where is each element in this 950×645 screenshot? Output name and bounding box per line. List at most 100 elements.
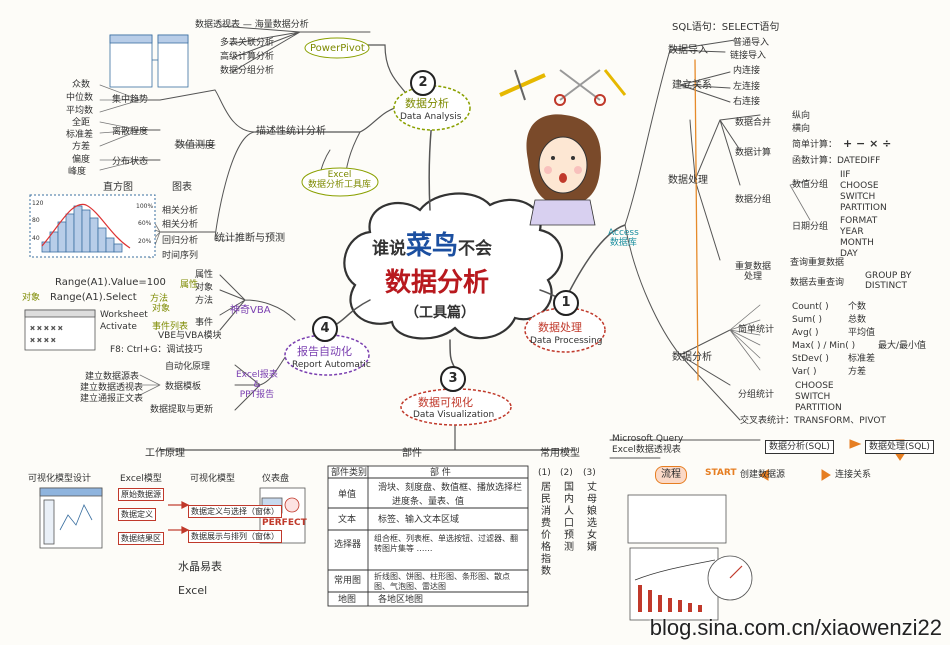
measure-item-2: 分布状态 [112, 157, 149, 167]
code-line-2-tag: 方法 [150, 294, 169, 304]
table-row-3-a: 选择器 [334, 540, 362, 550]
vis-excel: Excel [178, 584, 208, 597]
section-1-number: 1 [553, 290, 579, 316]
group-stat-2: PARTITION [795, 403, 842, 413]
powerpivot-label: PowerPivot [310, 43, 365, 54]
vis-crystal: 水晶易表 [178, 560, 222, 573]
flow-c: 创建数据源 [740, 470, 786, 480]
pp-item-3: 数据分组分析 [220, 66, 275, 76]
group-num-1: CHOOSE [840, 181, 879, 191]
pivot-sketch [109, 34, 189, 88]
spread-2: 方差 [72, 142, 91, 152]
vis-arrow-0: 数据定义与选择（窗体） [188, 505, 282, 518]
infer-item-0: 相关分析 [162, 206, 199, 216]
model-0-text: 居民消费价格指数 [541, 482, 551, 577]
tools-illustration [499, 69, 627, 106]
describe-label: 描述性统计分析 [256, 126, 326, 137]
import-item-0: 普通导入 [733, 38, 770, 48]
auto-sub-1: 建立数据透视表 [80, 383, 144, 393]
activate-label: Activate [100, 322, 137, 332]
func-4-b: 标准差 [848, 354, 876, 364]
process-label: 数据处理 [668, 175, 708, 186]
spread-1: 标准差 [66, 130, 94, 140]
section-3-number: 3 [440, 366, 466, 392]
hist-label: 直方图 [103, 182, 133, 193]
pp-item-1: 多表关联分析 [220, 38, 275, 48]
table-row-5-a: 地图 [338, 595, 357, 605]
vis-perfect: PERFECT [262, 518, 307, 528]
center-title-line1: 谁说菜鸟不会 [372, 233, 493, 259]
table-row-5-b: 各地区地图 [378, 595, 424, 605]
func-1-a: Sum( ) [792, 315, 823, 325]
func-4-a: StDev( ) [792, 354, 829, 364]
vba-label: 神奇VBA [230, 305, 271, 316]
group-stat-0: CHOOSE [795, 381, 834, 391]
model-1-num: (2) [560, 468, 573, 478]
vis-step-1: 数据定义 [118, 508, 156, 521]
table-row-1-b: 进度条、量表、值 [392, 497, 465, 507]
vis-principle: 工作原理 [145, 448, 185, 459]
merge-item-0: 纵向 [792, 111, 811, 121]
vis-p-item-3: 仪表盘 [262, 474, 290, 484]
section-2-en: Data Analysis [400, 112, 462, 122]
sql-label: SQL语句：SELECT语句 [672, 22, 780, 33]
auto-item-1: 数据模板 [165, 382, 202, 392]
vis-step-0: 原始数据源 [118, 488, 164, 501]
table-header-1: 部 件 [430, 468, 451, 478]
shape-1: 峰度 [68, 167, 87, 177]
func-0-a: Count( ) [792, 302, 829, 312]
auto-item-2: 数据提取与更新 [150, 405, 214, 415]
worksheet-label: Worksheet [100, 310, 148, 320]
flow-a: 数据分析(SQL) [765, 440, 834, 454]
table-row-0-a: 单值 [338, 490, 357, 500]
components-table [327, 465, 529, 607]
excel-tool-bubble [301, 167, 379, 197]
calc-simple: 简单计算： [792, 140, 838, 150]
relate-item-0: 内连接 [733, 66, 761, 76]
vis-step-2: 数据结果区 [118, 532, 164, 545]
center-title-c: 不会 [458, 239, 493, 259]
group-date: 日期分组 [792, 222, 829, 232]
dup-item-1: 数据去重查询 [790, 278, 845, 288]
center-title-b: 菜鸟 [406, 231, 459, 261]
section-2-number: 2 [410, 70, 436, 96]
relate-label: 建立关系 [672, 80, 712, 91]
group-stat-1: SWITCH [795, 392, 831, 402]
pp-item-2: 高级计算分析 [220, 52, 275, 62]
section-4-number: 4 [312, 316, 338, 342]
model-2-text: 丈母娘选女婿 [587, 482, 597, 553]
chart-label: 图表 [172, 182, 192, 193]
section-2-bubble [393, 85, 471, 131]
center-title-line3: （工具篇） [405, 305, 475, 321]
center-cloud [343, 192, 563, 340]
group-num-3: PARTITION [840, 203, 887, 213]
import-label: 数据导入 [668, 45, 708, 56]
svg-text:60%: 60% [138, 220, 152, 227]
section-1-en: Data Processing [530, 336, 603, 346]
group-date-1: YEAR [840, 227, 864, 237]
svg-text:120: 120 [32, 200, 44, 207]
section-2-cn: 数据分析 [405, 97, 449, 110]
section-3-en: Data Visualization [413, 410, 495, 420]
dup-sub: GROUP BY DISTINCT [865, 271, 912, 291]
func-2-b: 平均值 [848, 328, 876, 338]
table-row-3-b: 组合框、列表框、单选按钮、过滤器、翻转图片集等 …… [374, 534, 518, 553]
table-row-0-b: 滑块、刻度盘、数值框、播放选择栏 [378, 483, 523, 493]
f8-tip: F8: Ctrl+G：调试技巧 [110, 345, 203, 355]
msquery-label: Microsoft Query Excel数据透视表 [612, 434, 684, 455]
func-5-a: Var( ) [792, 367, 817, 377]
code-line-2: Range(A1).Select [50, 292, 137, 303]
vis-arrow-1: 数据展示与排列（窗体） [188, 530, 282, 543]
vba-item-0: 属性 [195, 270, 214, 280]
group-num: 数值分组 [792, 180, 829, 190]
func-5-b: 方差 [848, 367, 867, 377]
svg-text:× × × × ×: × × × × × [30, 325, 63, 332]
simple-stat-label: 简单统计 [738, 325, 775, 335]
section-4-en: Report Automatic [292, 360, 371, 370]
infer-item-2: 回归分析 [162, 236, 199, 246]
pp-item-0: 数据透视表 — 海量数据分析 [195, 20, 309, 30]
group-label: 数据分组 [735, 195, 772, 205]
svg-text:80: 80 [32, 217, 40, 224]
flow-label: 流程 [655, 466, 687, 484]
